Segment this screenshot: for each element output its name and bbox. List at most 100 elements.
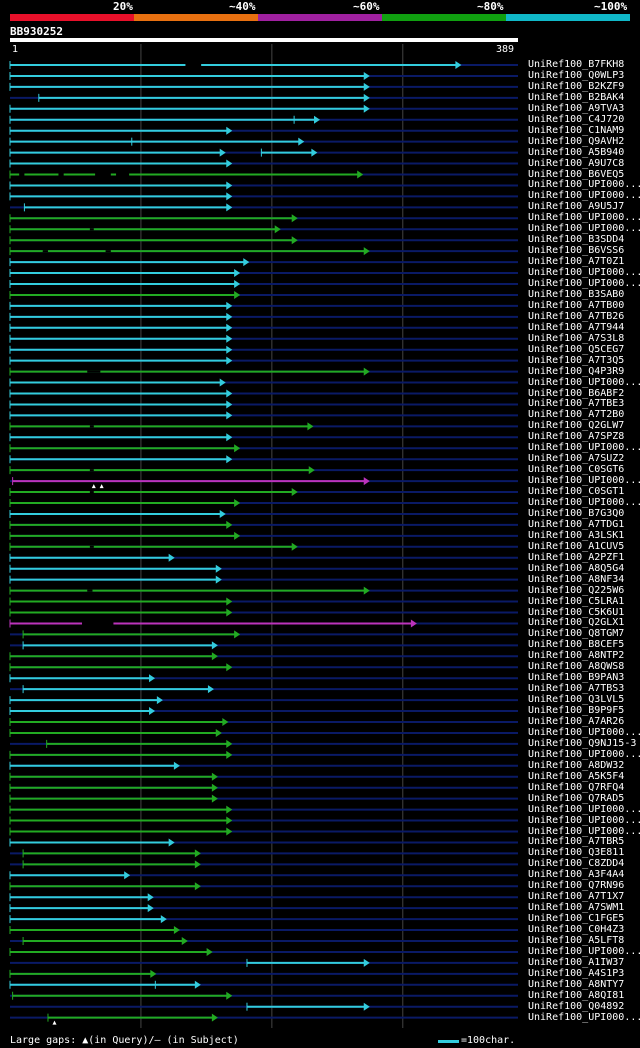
hit-label[interactable]: UniRef100_A8NTY7	[528, 978, 625, 990]
hit-label[interactable]: UniRef100_A9U7C8	[528, 157, 625, 169]
hit-label[interactable]: UniRef100_C4J720	[528, 113, 625, 125]
hit-label[interactable]: UniRef100_A7TBE3	[528, 398, 625, 410]
hit-end-arrow	[150, 969, 157, 978]
hit-end-arrow	[226, 663, 233, 672]
hit-label[interactable]: UniRef100_A7T944	[528, 321, 625, 333]
hit-label[interactable]: UniRef100_A5LFT8	[528, 935, 625, 946]
hit-label[interactable]: UniRef100_A7T2B0	[528, 409, 625, 421]
hit-label[interactable]: UniRef100_UPI000...	[528, 190, 640, 202]
hit-label[interactable]: UniRef100_A7SWM1	[528, 902, 625, 914]
hit-label[interactable]: UniRef100_UPI000...	[528, 497, 640, 508]
hit-label[interactable]: UniRef100_A8DW32	[528, 759, 625, 771]
hit-label[interactable]: UniRef100_A7TB26	[528, 310, 625, 322]
hit-label[interactable]: UniRef100_UPI000...	[528, 475, 640, 487]
hit-label[interactable]: UniRef100_UPI000...	[528, 945, 640, 957]
hit-end-arrow	[147, 893, 154, 902]
hit-label[interactable]: UniRef100_A7TB00	[528, 299, 625, 311]
hit-label[interactable]: UniRef100_UPI000...	[528, 267, 640, 279]
hit-label[interactable]: UniRef100_A3LSK1	[528, 529, 625, 541]
hit-end-arrow	[410, 619, 417, 628]
hit-label[interactable]: UniRef100_A8NF34	[528, 573, 625, 585]
hit-label[interactable]: UniRef100_A8NTP2	[528, 650, 625, 662]
hit-label[interactable]: UniRef100_UPI000...	[528, 803, 640, 815]
hit-label[interactable]: UniRef100_C0H4Z3	[528, 924, 625, 936]
hit-label[interactable]: UniRef100_C1NAM9	[528, 124, 625, 136]
hit-label[interactable]: UniRef100_Q3LVL5	[528, 694, 625, 706]
hit-end-arrow	[156, 696, 163, 705]
hit-label[interactable]: UniRef100_A7SPZ8	[528, 431, 625, 443]
hit-label[interactable]: UniRef100_C8ZDD4	[528, 858, 625, 870]
hit-label[interactable]: UniRef100_Q7RFQ4	[528, 781, 625, 793]
hit-label[interactable]: UniRef100_B9P9F5	[528, 705, 625, 717]
hit-end-arrow	[211, 641, 218, 650]
hit-label[interactable]: UniRef100_Q225W6	[528, 584, 625, 596]
hit-label[interactable]: UniRef100_A8QI81	[528, 989, 625, 1001]
hit-label[interactable]: UniRef100_Q04892	[528, 1000, 625, 1012]
hit-label[interactable]: UniRef100_A7TBS3	[528, 683, 625, 695]
hit-end-arrow	[363, 1002, 370, 1011]
hit-label[interactable]: UniRef100_B2KZF9	[528, 80, 625, 92]
hit-label[interactable]: UniRef100_C0SGT6	[528, 464, 625, 476]
hit-label[interactable]: UniRef100_B2BAK4	[528, 91, 625, 103]
hit-label[interactable]: UniRef100_UPI000...	[528, 825, 640, 837]
hit-label[interactable]: UniRef100_UPI000...	[528, 278, 640, 289]
hit-label[interactable]: UniRef100_A8QWS8	[528, 661, 625, 673]
hit-label[interactable]: UniRef100_A7SUZ2	[528, 453, 625, 465]
hit-label[interactable]: UniRef100_UPI000...	[528, 179, 640, 191]
hit-label[interactable]: UniRef100_A3F4A4	[528, 869, 625, 881]
hit-label[interactable]: UniRef100_A1CUV5	[528, 540, 625, 552]
hit-label[interactable]: UniRef100_B3SDD4	[528, 234, 625, 246]
hit-label[interactable]: UniRef100_Q9AVH2	[528, 135, 625, 147]
hit-label[interactable]: UniRef100_A7TBR5	[528, 836, 625, 848]
hit-label[interactable]: UniRef100_UPI000...	[528, 223, 640, 235]
hit-label[interactable]: UniRef100_B6VSS6	[528, 245, 625, 257]
hit-label[interactable]: UniRef100_UPI000...	[528, 748, 640, 760]
hit-end-arrow	[226, 597, 233, 606]
hit-end-arrow	[291, 236, 298, 245]
hit-label[interactable]: UniRef100_C0SGT1	[528, 486, 625, 498]
hit-label[interactable]: UniRef100_A7TDG1	[528, 518, 625, 530]
hit-label[interactable]: UniRef100_B3SAB0	[528, 288, 625, 300]
hit-label[interactable]: UniRef100_UPI000...	[528, 726, 640, 738]
hit-label[interactable]: UniRef100_Q7RAD5	[528, 792, 625, 804]
hit-label[interactable]: UniRef100_Q2GLW7	[528, 420, 625, 432]
hit-label[interactable]: UniRef100_UPI000...	[528, 442, 640, 454]
hit-label[interactable]: UniRef100_A4S1P3	[528, 967, 625, 979]
hit-label[interactable]: UniRef100_UPI000...	[528, 1011, 640, 1023]
hit-end-arrow	[234, 531, 241, 540]
hit-label[interactable]: UniRef100_Q9NJ15-3	[528, 737, 637, 749]
hit-label[interactable]: UniRef100_UPI000...	[528, 212, 640, 224]
hit-label[interactable]: UniRef100_UPI000...	[528, 814, 640, 826]
hit-label[interactable]: UniRef100_Q3E811	[528, 847, 625, 859]
hit-label[interactable]: UniRef100_Q7RN96	[528, 880, 625, 892]
hit-label[interactable]: UniRef100_C5K6U1	[528, 606, 625, 618]
hit-label[interactable]: UniRef100_Q4P3R9	[528, 365, 625, 377]
hit-label[interactable]: UniRef100_A5B940	[528, 146, 625, 158]
hit-label[interactable]: UniRef100_A2PZF1	[528, 551, 625, 563]
hit-label[interactable]: UniRef100_A8Q5G4	[528, 562, 625, 574]
hit-label[interactable]: UniRef100_A9U5J7	[528, 201, 625, 213]
hit-label[interactable]: UniRef100_A7AR26	[528, 716, 625, 727]
hit-label[interactable]: UniRef100_A9TVA3	[528, 102, 625, 114]
hit-label[interactable]: UniRef100_B7G3Q0	[528, 507, 625, 519]
hit-label[interactable]: UniRef100_B8CEF5	[528, 639, 625, 651]
hit-end-arrow	[243, 258, 250, 267]
hit-label[interactable]: UniRef100_A7T1X7	[528, 891, 625, 903]
hit-label[interactable]: UniRef100_Q8TGM7	[528, 628, 625, 640]
hit-label[interactable]: UniRef100_Q5CEG7	[528, 343, 625, 355]
hit-label[interactable]: UniRef100_A1IW37	[528, 956, 625, 968]
hit-label[interactable]: UniRef100_UPI000...	[528, 376, 640, 388]
hit-label[interactable]: UniRef100_B7FKH8	[528, 59, 625, 70]
hit-end-arrow	[291, 488, 298, 497]
hit-label[interactable]: UniRef100_C1FGE5	[528, 913, 625, 925]
hit-label[interactable]: UniRef100_B9PAN3	[528, 672, 625, 684]
hit-label[interactable]: UniRef100_Q0WLP3	[528, 69, 625, 81]
hit-label[interactable]: UniRef100_B6ABF2	[528, 387, 625, 399]
hit-label[interactable]: UniRef100_Q2GLX1	[528, 617, 625, 629]
hit-label[interactable]: UniRef100_A7T0Z1	[528, 256, 625, 268]
hit-label[interactable]: UniRef100_B6VEQ5	[528, 168, 625, 180]
hit-label[interactable]: UniRef100_A7T3Q5	[528, 354, 625, 366]
hit-label[interactable]: UniRef100_A5K5F4	[528, 770, 625, 782]
hit-label[interactable]: UniRef100_A7S3L8	[528, 332, 625, 344]
hit-label[interactable]: UniRef100_C5LRA1	[528, 595, 625, 607]
